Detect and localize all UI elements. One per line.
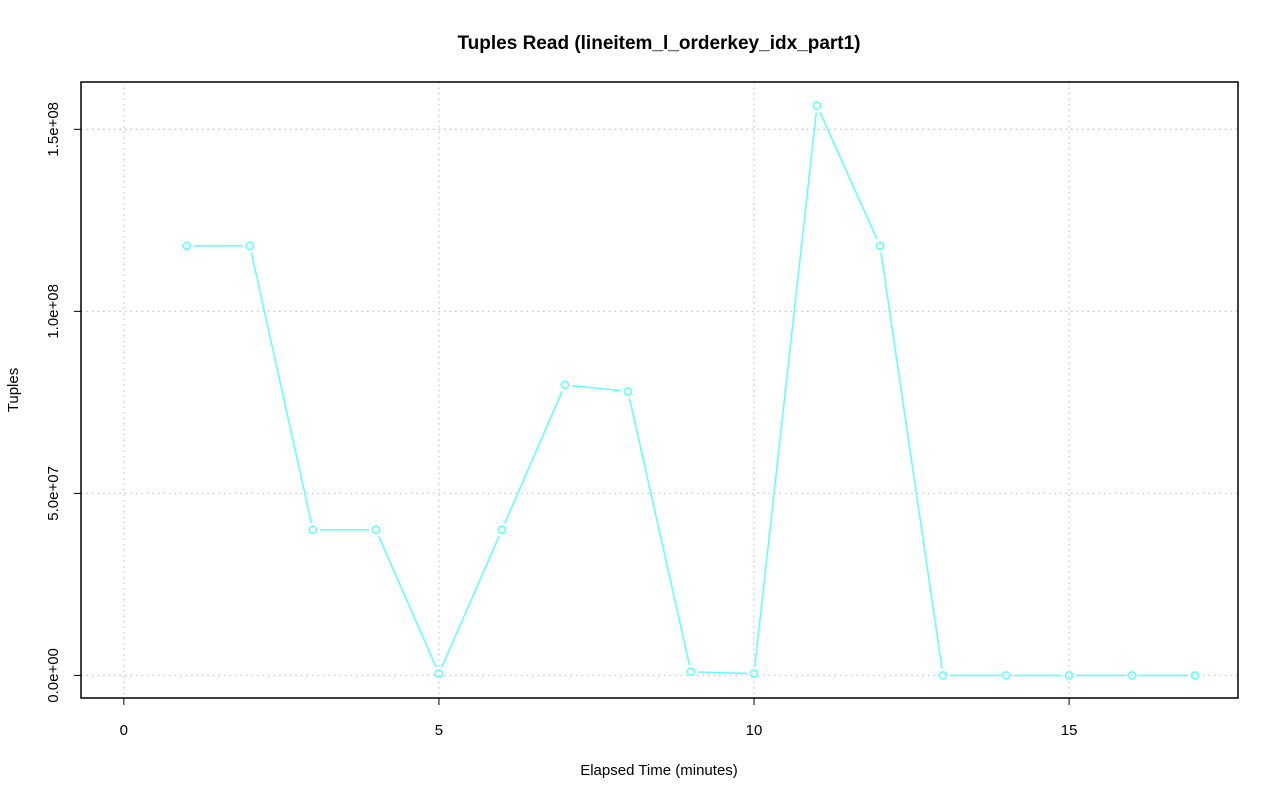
chart-title: Tuples Read (lineitem_l_orderkey_idx_par… (457, 33, 860, 54)
data-point (371, 525, 381, 535)
y-tick-label: 1.5e+08 (45, 102, 62, 157)
x-tick-label: 0 (120, 722, 128, 739)
data-point (875, 241, 885, 251)
series-segment (819, 111, 878, 240)
data-point (1127, 671, 1137, 680)
series-segment (880, 252, 943, 669)
data-point (938, 671, 948, 680)
x-tick-label: 5 (435, 722, 443, 739)
series-segment (754, 112, 818, 667)
data-point (560, 380, 570, 390)
y-tick-label: 0.0e+00 (45, 648, 62, 703)
data-point (308, 525, 318, 535)
series (182, 101, 1200, 680)
axes: 0 5 10 15 0.0e+00 5.0e+07 1.0e+08 1.5e+08 (45, 102, 1077, 739)
data-point (686, 667, 696, 677)
series-segment (250, 252, 313, 524)
series-segment (628, 398, 691, 666)
series-segment (697, 671, 748, 675)
series-segment (504, 391, 563, 524)
plot-frame (80, 81, 1239, 699)
y-axis-label: Tuples (5, 368, 22, 412)
series-segment (571, 384, 622, 392)
data-point (623, 387, 633, 396)
x-tick-label: 10 (746, 722, 763, 739)
series-segment (377, 535, 437, 668)
data-point (1001, 671, 1011, 680)
y-tick-label: 5.0e+07 (45, 466, 62, 521)
series-segment (441, 535, 500, 668)
data-point (497, 525, 507, 535)
y-tick-label: 1.0e+08 (45, 284, 62, 339)
x-tick-label: 15 (1061, 722, 1078, 739)
data-point (434, 669, 444, 679)
data-point (1064, 671, 1074, 680)
data-point (1190, 671, 1200, 680)
x-axis-label: Elapsed Time (minutes) (580, 762, 738, 779)
grid (81, 82, 1238, 698)
data-point (749, 669, 759, 679)
data-point (182, 241, 192, 251)
data-point (245, 241, 255, 251)
data-point (812, 101, 822, 111)
